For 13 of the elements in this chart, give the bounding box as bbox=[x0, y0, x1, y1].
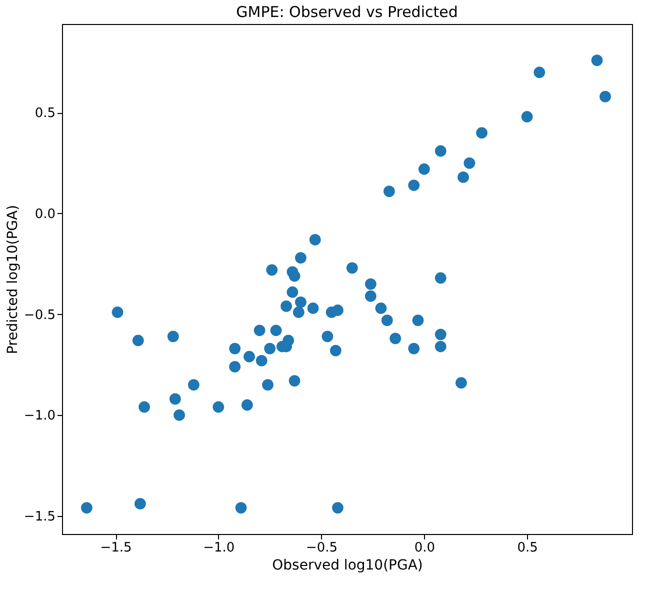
y-tick-label: 0.5 bbox=[34, 106, 56, 122]
chart-title: GMPE: Observed vs Predicted bbox=[236, 3, 458, 21]
y-tick-label: −0.5 bbox=[24, 308, 56, 323]
x-tick-label: −1.5 bbox=[100, 540, 132, 556]
y-tick-label: −1.0 bbox=[24, 408, 56, 424]
x-axis-title: Observed log10(PGA) bbox=[272, 558, 423, 574]
x-tick-label: −1.0 bbox=[203, 540, 235, 556]
x-tick-label: −0.5 bbox=[306, 540, 338, 556]
x-tick-label: 0.5 bbox=[517, 540, 538, 556]
x-tick-label: 0.0 bbox=[414, 540, 436, 556]
y-tick-label: −1.5 bbox=[24, 509, 56, 524]
y-tick-label: 0.0 bbox=[34, 206, 56, 222]
y-axis-title: Predicted log10(PGA) bbox=[4, 204, 21, 354]
